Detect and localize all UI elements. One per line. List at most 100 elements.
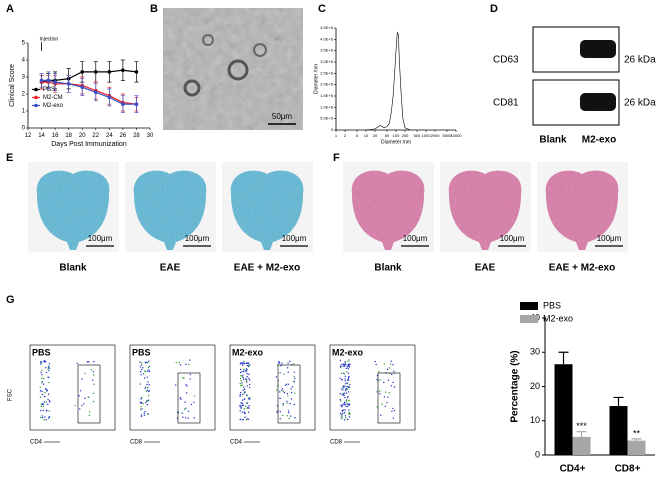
cell-dot	[344, 415, 347, 417]
cell-dot	[239, 418, 242, 421]
cell-dot	[175, 384, 177, 386]
cell-dot	[140, 364, 143, 366]
cell-dot	[243, 386, 245, 388]
cell-dot	[239, 393, 241, 396]
cell-dot	[243, 388, 246, 391]
cell-dot	[288, 417, 290, 420]
cell-dot	[276, 411, 278, 413]
cell-dot	[92, 371, 95, 373]
flow-label: PBS	[32, 347, 51, 357]
cell-dot	[347, 372, 350, 375]
flow-x-label: CD8	[330, 440, 343, 446]
cell-dot	[386, 368, 389, 371]
y-tick-label: 2.0E+6	[320, 82, 334, 87]
cell-dot	[244, 391, 246, 393]
cell-dot	[248, 362, 250, 365]
cell-dot	[193, 401, 195, 404]
cell-dot	[139, 408, 142, 411]
cell-dot	[283, 392, 286, 394]
cell-dot	[245, 368, 248, 370]
y-tick-label: 4.5E+6	[320, 25, 334, 30]
cell-dot	[140, 405, 142, 408]
cell-dot	[243, 408, 246, 410]
cell-dot	[178, 361, 181, 364]
cell-dot	[243, 371, 245, 373]
cell-dot	[242, 418, 244, 421]
cell-dot	[145, 370, 147, 373]
cell-dot	[279, 411, 282, 413]
cell-dot	[139, 370, 142, 373]
cell-dot	[47, 393, 50, 395]
cell-dot	[43, 377, 45, 380]
cell-dot	[239, 395, 241, 397]
cell-dot	[239, 363, 242, 365]
cell-dot	[293, 371, 295, 374]
scale-bar-label: 100μm	[88, 234, 113, 243]
cell-dot	[93, 383, 95, 385]
cell-dot	[378, 390, 381, 392]
cell-dot	[84, 372, 86, 375]
error-bar	[613, 396, 624, 407]
cell-dot	[245, 419, 248, 421]
legend-marker	[34, 95, 38, 100]
cell-dot	[344, 379, 347, 382]
legend-swatch	[520, 315, 538, 323]
point	[107, 70, 112, 74]
y-axis-label: Percentage (%)	[510, 350, 521, 422]
cell-dot	[247, 418, 250, 421]
cell-dot	[276, 389, 278, 391]
cell-dot	[388, 367, 391, 369]
cell-dot	[286, 402, 289, 404]
cell-dot	[40, 416, 42, 419]
cell-dot	[190, 403, 193, 406]
cell-dot	[283, 373, 285, 375]
cell-dot	[179, 363, 182, 366]
legend-swatch	[520, 302, 538, 310]
cell-dot	[348, 411, 351, 414]
y-tick-label: 5.0E+5	[320, 116, 334, 121]
cell-dot	[281, 388, 284, 390]
cell-dot	[341, 404, 343, 407]
cell-dot	[248, 364, 250, 366]
cell-dot	[140, 374, 142, 376]
cell-dot	[246, 418, 248, 420]
cell-dot	[243, 378, 245, 380]
cell-dot	[390, 385, 393, 387]
cell-dot	[145, 401, 147, 404]
x-tick-label: 22	[92, 133, 99, 139]
x-tick-label: 26	[120, 133, 127, 139]
cell-dot	[379, 379, 381, 381]
cell-dot	[43, 419, 45, 421]
cell-dot	[293, 380, 295, 382]
cell-dot	[246, 407, 248, 409]
cell-dot	[40, 371, 42, 374]
cell-dot	[345, 405, 347, 407]
cell-dot	[242, 399, 244, 401]
x-tick-label: 10	[364, 133, 369, 138]
cell-dot	[387, 396, 389, 398]
y-tick-label: 4	[22, 58, 26, 64]
cell-dot	[282, 404, 285, 406]
legend-label: M2-CM	[43, 95, 63, 101]
cell-dot	[281, 414, 284, 417]
x-tick-label: 28	[133, 133, 140, 139]
cell-dot	[79, 408, 81, 410]
cell-dot	[140, 402, 142, 404]
cell-dot	[345, 364, 347, 366]
cell-dot	[278, 391, 281, 393]
cell-dot	[145, 390, 148, 393]
cell-dot	[90, 369, 93, 371]
cell-dot	[280, 389, 283, 392]
y-tick-label: 0	[22, 126, 26, 132]
cell-dot	[244, 416, 246, 418]
cell-dot	[340, 400, 342, 402]
cell-dot	[379, 393, 381, 395]
bar	[554, 364, 573, 455]
cell-dot	[242, 374, 244, 376]
cell-dot	[42, 403, 45, 405]
significance: ***	[576, 421, 587, 431]
cell-dot	[347, 418, 349, 421]
cell-dot	[148, 360, 150, 363]
legend-marker	[34, 87, 38, 92]
cell-dot	[39, 386, 41, 388]
